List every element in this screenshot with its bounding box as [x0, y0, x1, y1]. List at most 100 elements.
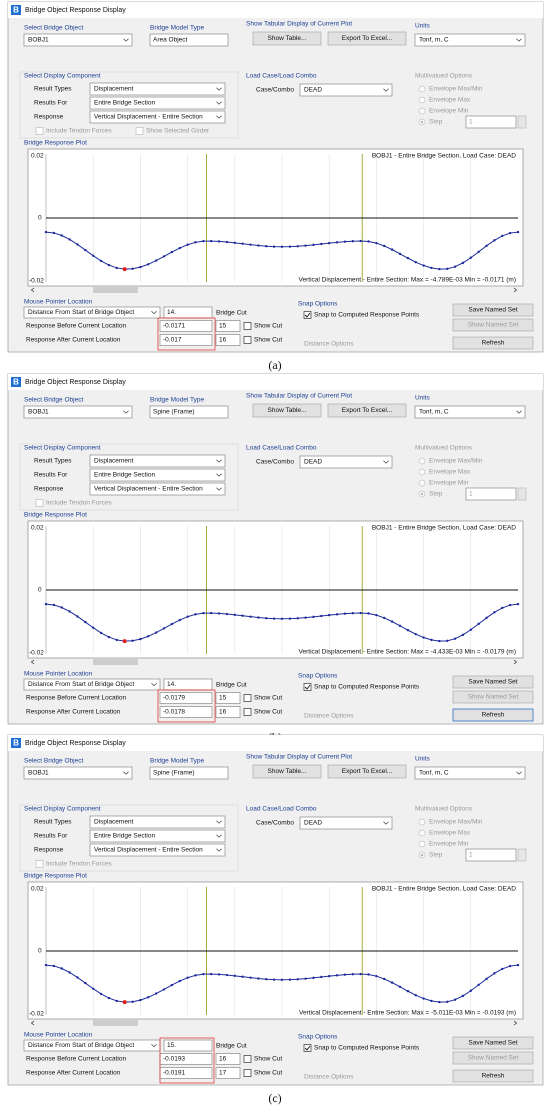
cut-box[interactable]: [215, 692, 241, 704]
units-dropdown[interactable]: [414, 33, 526, 47]
radio-button[interactable]: [418, 829, 426, 837]
bridge-object-dropdown[interactable]: [23, 33, 133, 47]
response-box[interactable]: [159, 706, 213, 718]
load-case-dropdown-value: DEAD: [304, 87, 322, 94]
radio-button[interactable]: [418, 85, 426, 93]
response-point: [438, 267, 441, 271]
load-case-dropdown[interactable]: [299, 83, 393, 97]
component-checkbox[interactable]: [35, 127, 44, 135]
distance-box[interactable]: [163, 1039, 213, 1052]
export-button[interactable]: [327, 403, 407, 418]
bridge-object-dropdown[interactable]: [23, 766, 133, 780]
refresh-button[interactable]: [452, 1069, 534, 1083]
cut-box[interactable]: [215, 1053, 241, 1065]
show-cut-checkbox[interactable]: [243, 322, 252, 330]
component-checkbox[interactable]: [135, 127, 144, 135]
show-cut-checkbox[interactable]: [243, 708, 252, 716]
response-point: [217, 973, 221, 976]
save-named-set-button[interactable]: [452, 303, 534, 317]
show-named-set-button[interactable]: [452, 690, 534, 704]
show-cut-checkbox[interactable]: [243, 1069, 252, 1077]
response-point: [68, 610, 71, 613]
measure-dropdown[interactable]: [23, 678, 161, 691]
show-table-button-label: Show Table...: [268, 768, 307, 775]
show-table-button[interactable]: [252, 403, 322, 418]
units-dropdown[interactable]: [414, 405, 526, 419]
show-cut-checkbox[interactable]: [243, 1055, 252, 1063]
component-dropdown[interactable]: [89, 843, 226, 857]
units-dropdown[interactable]: [414, 766, 526, 780]
focus-ring: [452, 708, 534, 722]
radio-button[interactable]: [418, 96, 426, 104]
snap-checkbox[interactable]: [303, 1044, 312, 1052]
component-checkbox[interactable]: [35, 499, 44, 507]
radio-button[interactable]: [418, 840, 426, 848]
save-named-set-button[interactable]: [452, 675, 534, 689]
refresh-button-label: Refresh: [482, 340, 505, 347]
model-type-box[interactable]: [149, 405, 229, 419]
response-point: [469, 628, 472, 631]
spinner[interactable]: [517, 487, 527, 501]
component-dropdown[interactable]: [89, 110, 226, 124]
cut-box[interactable]: [215, 706, 241, 718]
response-box[interactable]: [159, 320, 213, 332]
field-label: Response After Current Location: [26, 337, 121, 344]
component-dropdown[interactable]: [89, 454, 226, 468]
show-table-button[interactable]: [252, 31, 322, 46]
component-checkbox[interactable]: [35, 860, 44, 868]
scroll-thumb[interactable]: [93, 287, 138, 293]
response-point: [398, 985, 402, 989]
show-named-set-button[interactable]: [452, 318, 534, 332]
radio-button[interactable]: [418, 818, 426, 826]
component-dropdown[interactable]: [89, 468, 226, 482]
bridge-object-dropdown[interactable]: [23, 405, 133, 419]
radio-button[interactable]: [418, 107, 426, 115]
scroll-thumb[interactable]: [93, 1020, 138, 1026]
radio-button[interactable]: [418, 468, 426, 476]
field-label: Results For: [34, 472, 68, 479]
component-dropdown[interactable]: [89, 829, 226, 843]
scroll-left[interactable]: [30, 287, 35, 293]
cut-box[interactable]: [215, 334, 241, 346]
radio-button[interactable]: [418, 457, 426, 465]
step-box[interactable]: [465, 848, 517, 862]
show-named-set-button[interactable]: [452, 1051, 534, 1065]
scroll-thumb[interactable]: [93, 659, 138, 665]
component-dropdown[interactable]: [89, 82, 226, 96]
show-cut-checkbox[interactable]: [243, 694, 252, 702]
cut-box[interactable]: [215, 1067, 241, 1079]
save-named-set-button[interactable]: [452, 1036, 534, 1050]
scroll-left[interactable]: [30, 659, 35, 665]
step-box[interactable]: [465, 115, 517, 129]
load-case-dropdown[interactable]: [299, 816, 393, 830]
radio-button[interactable]: [418, 479, 426, 487]
export-button[interactable]: [327, 31, 407, 46]
snap-checkbox[interactable]: [303, 311, 312, 319]
scroll-left[interactable]: [30, 1020, 35, 1026]
model-type-box[interactable]: [149, 33, 229, 47]
response-box[interactable]: [159, 692, 213, 704]
cut-box[interactable]: [215, 320, 241, 332]
export-button[interactable]: [327, 764, 407, 779]
response-point: [170, 250, 174, 254]
scroll-right[interactable]: [513, 1020, 518, 1026]
spinner[interactable]: [517, 848, 527, 862]
component-dropdown[interactable]: [89, 96, 226, 110]
refresh-button[interactable]: [452, 336, 534, 350]
step-box[interactable]: [465, 487, 517, 501]
scroll-right[interactable]: [513, 287, 518, 293]
snap-checkbox[interactable]: [303, 683, 312, 691]
model-type-box[interactable]: [149, 766, 229, 780]
load-case-dropdown[interactable]: [299, 455, 393, 469]
show-table-button[interactable]: [252, 764, 322, 779]
group-label: Mouse Pointer Location: [24, 299, 93, 306]
component-dropdown[interactable]: [89, 482, 226, 496]
response-point: [147, 263, 150, 266]
spinner[interactable]: [517, 115, 527, 129]
measure-dropdown[interactable]: [23, 306, 161, 319]
response-box[interactable]: [159, 334, 213, 346]
show-cut-checkbox[interactable]: [243, 336, 252, 344]
component-dropdown-value: Displacement: [94, 819, 134, 826]
component-dropdown[interactable]: [89, 815, 226, 829]
scroll-right[interactable]: [513, 659, 518, 665]
